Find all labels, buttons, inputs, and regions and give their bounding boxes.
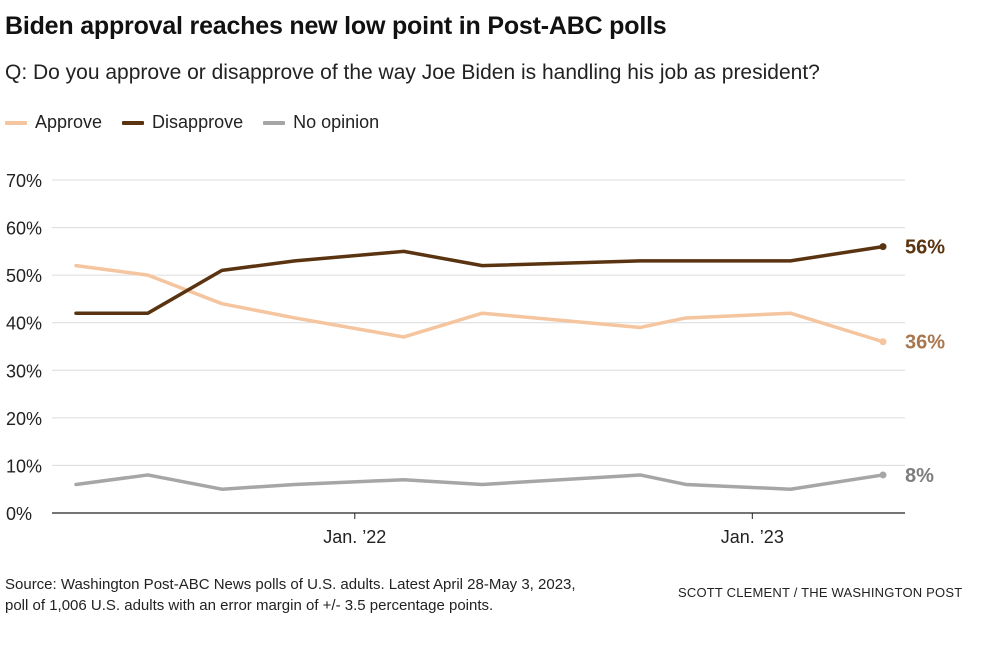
- y-tick-label: 20%: [6, 409, 42, 429]
- legend-label-approve: Approve: [35, 112, 103, 132]
- source-line-2: poll of 1,006 U.S. adults with an error …: [5, 597, 494, 614]
- y-tick-label: 70%: [6, 171, 42, 191]
- series-end-point-no-opinion: [879, 471, 887, 479]
- end-label-disapprove: 56%: [905, 237, 945, 259]
- series-line-disapprove: [74, 244, 885, 315]
- series-end-point-disapprove: [879, 243, 887, 251]
- y-tick-label: 30%: [6, 361, 42, 381]
- series-end-point-approve: [879, 338, 887, 346]
- legend-swatch-disapprove: [122, 120, 145, 125]
- end-label-approve: 36%: [905, 332, 945, 354]
- legend-label-no-opinion: No opinion: [293, 112, 380, 132]
- line-chart: 0% 10% 20% 30% 40% 50% 60% 70% Jan. ’22 Jan. ’23 3…: [6, 171, 945, 547]
- legend-item-disapprove: Disapprove: [122, 112, 243, 133]
- legend-item-approve: Approve: [5, 112, 102, 133]
- y-tick-label: 40%: [6, 314, 42, 334]
- x-tick-label: Jan. ’23: [721, 527, 784, 547]
- chart-title: Biden approval reaches new low point in …: [5, 12, 667, 40]
- y-tick-label: 60%: [6, 219, 42, 239]
- source-note: Source: Washington Post-ABC News polls o…: [5, 574, 665, 616]
- series-line-no-opinion: [74, 473, 885, 491]
- x-tick-label: Jan. ’22: [323, 527, 386, 547]
- legend-swatch-approve: [5, 120, 27, 125]
- y-tick-label: 0%: [6, 504, 32, 524]
- legend-label-disapprove: Disapprove: [152, 112, 244, 132]
- legend-swatch-no-opinion: [263, 120, 286, 125]
- y-tick-label: 10%: [6, 456, 42, 476]
- credit-line: SCOTT CLEMENT / THE WASHINGTON POST: [678, 585, 963, 600]
- source-line-1: Source: Washington Post-ABC News polls o…: [5, 576, 576, 593]
- y-tick-label: 50%: [6, 266, 42, 286]
- end-label-no-opinion: 8%: [905, 465, 934, 487]
- legend-item-no-opinion: No opinion: [263, 112, 379, 133]
- series-line-approve: [74, 263, 885, 344]
- legend: Approve Disapprove No opinion: [5, 112, 399, 133]
- chart-subtitle: Q: Do you approve or disapprove of the w…: [5, 61, 820, 84]
